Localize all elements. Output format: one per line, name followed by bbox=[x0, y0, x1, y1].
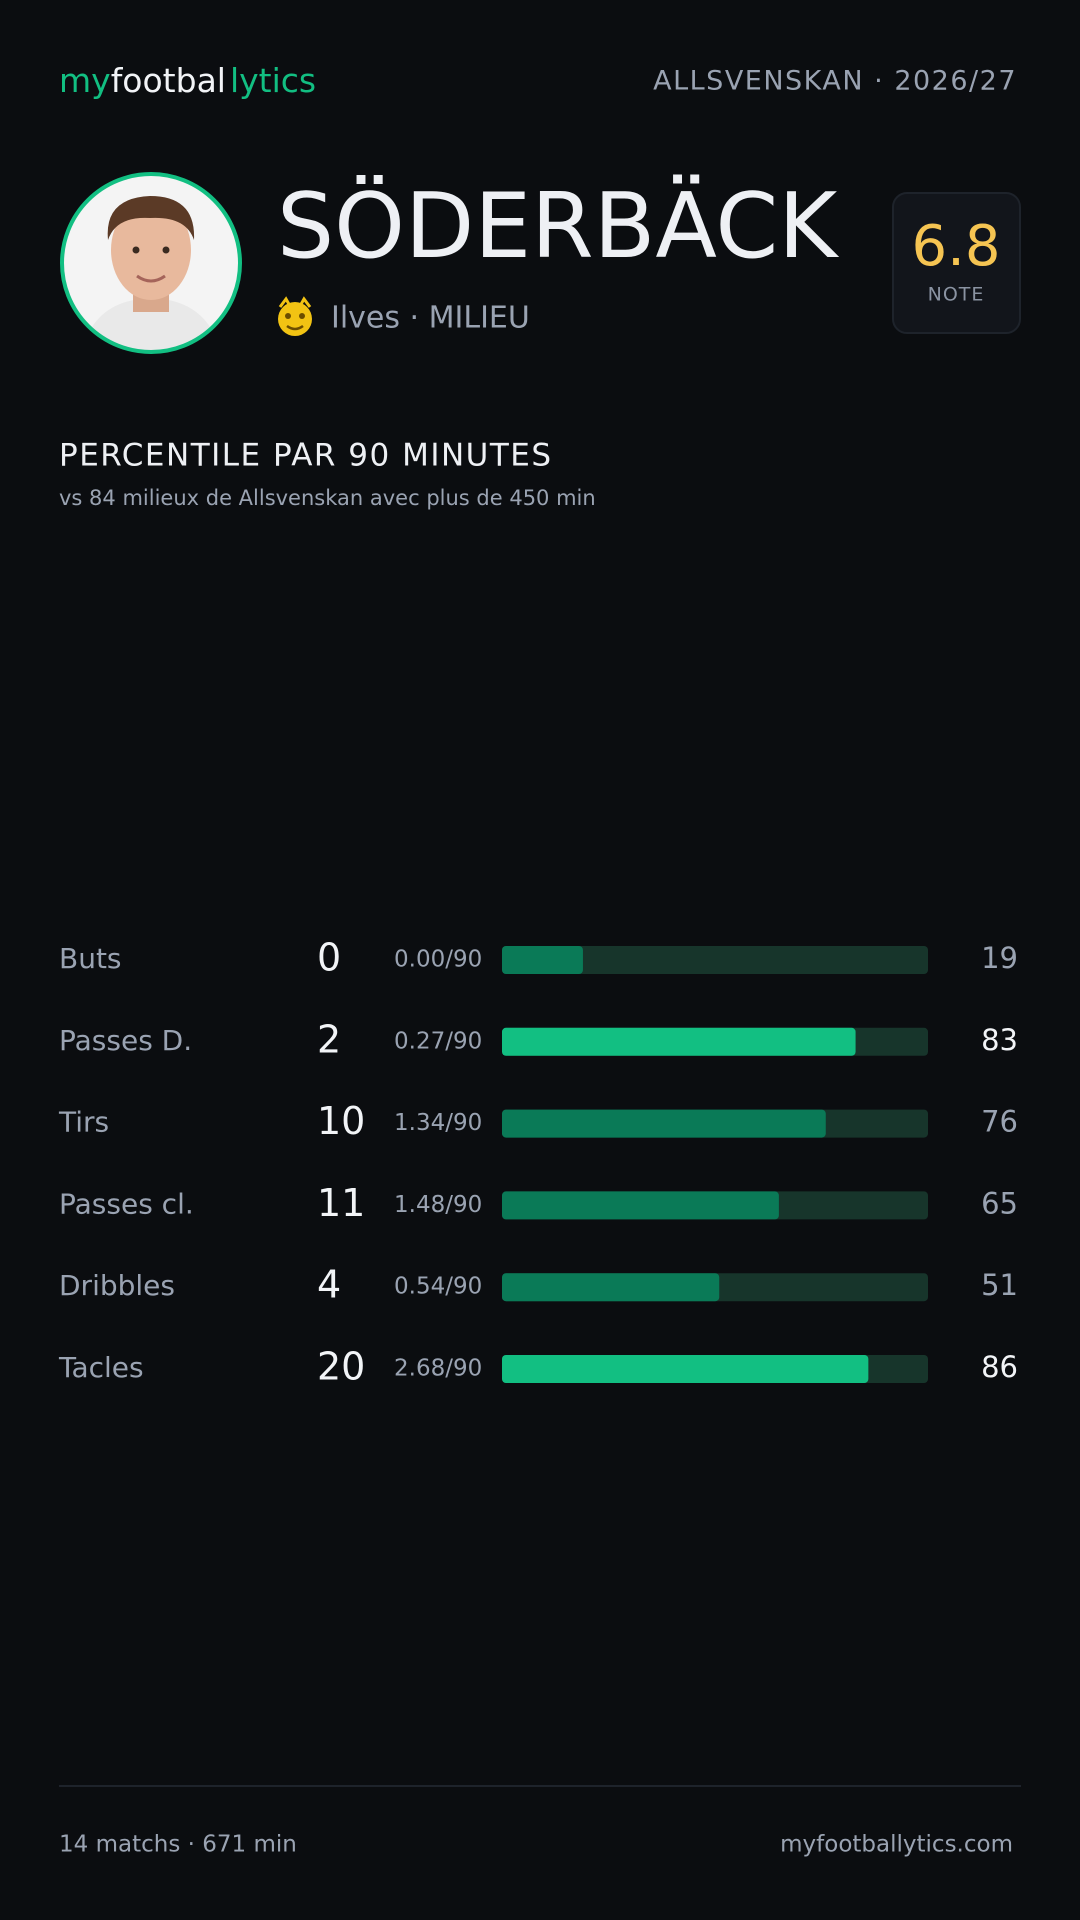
stat-per90: 0.27/90 bbox=[394, 1028, 482, 1054]
stat-label: Dribbles bbox=[59, 1269, 175, 1302]
percentile-value: 65 bbox=[981, 1186, 1018, 1220]
stat-per90: 0.54/90 bbox=[394, 1274, 482, 1300]
stat-count: 20 bbox=[317, 1345, 365, 1389]
stat-count: 4 bbox=[317, 1263, 341, 1307]
stat-per90: 1.48/90 bbox=[394, 1192, 482, 1218]
percentile-value: 19 bbox=[981, 941, 1018, 975]
percentile-bar bbox=[502, 946, 583, 974]
percentile-value: 76 bbox=[981, 1105, 1018, 1139]
percentile-bar bbox=[502, 1109, 826, 1138]
percentile-value: 83 bbox=[981, 1023, 1018, 1057]
rating: 6.8 bbox=[911, 214, 1000, 279]
team-crest bbox=[278, 296, 312, 336]
bar-track bbox=[502, 946, 928, 974]
league: ALLSVENSKAN · 2026/27 bbox=[653, 66, 1017, 97]
stat-label: Tirs bbox=[58, 1106, 109, 1139]
percentile-bar bbox=[502, 1273, 720, 1302]
section-subtitle: vs 84 milieux de Allsvenskan avec plus d… bbox=[59, 486, 596, 510]
stat-per90: 2.68/90 bbox=[394, 1356, 482, 1382]
footer-left: 14 matchs · 671 min bbox=[59, 1832, 297, 1858]
stat-label: Passes D. bbox=[59, 1024, 192, 1057]
footer-right: myfootballytics.com bbox=[780, 1832, 1013, 1858]
percentile-bar bbox=[502, 1027, 856, 1056]
logo-part: my bbox=[59, 61, 111, 100]
stat-rows: Buts 0 0.00/90 19 Passes D. 2 0.27/90 83 Tirs 10 1… bbox=[58, 936, 1018, 1389]
stat-label: Passes cl. bbox=[59, 1187, 194, 1220]
stat-per90: 0.00/90 bbox=[394, 947, 482, 973]
rating-box bbox=[892, 192, 1021, 334]
avatar bbox=[60, 172, 242, 354]
percentile-bar bbox=[502, 1355, 869, 1383]
team-position: Ilves · MILIEU bbox=[331, 301, 530, 336]
player-name: SÖDERBÄCK bbox=[277, 173, 839, 279]
stat-per90: 1.34/90 bbox=[394, 1110, 482, 1136]
section-title: PERCENTILE PAR 90 MINUTES bbox=[59, 438, 553, 474]
stat-count: 11 bbox=[317, 1181, 365, 1225]
logo: myfootbal lytics bbox=[59, 61, 316, 100]
stat-label: Buts bbox=[59, 942, 122, 975]
stat-count: 2 bbox=[317, 1017, 341, 1061]
logo-part: lytics bbox=[230, 61, 316, 100]
percentile-bar bbox=[502, 1191, 779, 1220]
stat-label: Tacles bbox=[58, 1351, 144, 1384]
percentile-value: 51 bbox=[981, 1268, 1018, 1302]
stat-count: 10 bbox=[317, 1099, 365, 1143]
logo-part: footbal bbox=[111, 61, 226, 100]
percentile-value: 86 bbox=[981, 1350, 1018, 1384]
rating-label: NOTE bbox=[928, 284, 985, 306]
stat-count: 0 bbox=[317, 936, 341, 980]
